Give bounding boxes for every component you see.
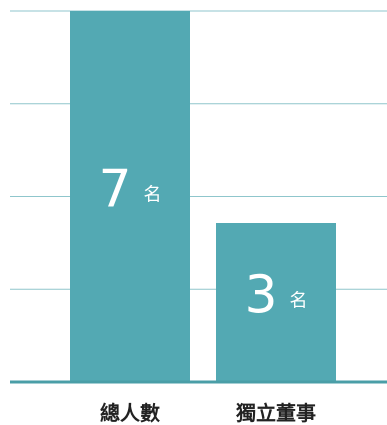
category-labels: 總人數 獨立董事 (100, 401, 316, 425)
bar-value-unit: 名 (144, 185, 162, 206)
bar-value: 3 (244, 266, 277, 326)
bar-value: 7 (98, 160, 131, 220)
bar-value-unit: 名 (290, 291, 308, 312)
bars (70, 11, 336, 382)
bar-value-labels: 7 名3 名 (98, 160, 307, 326)
bar (216, 223, 336, 382)
bar (70, 11, 190, 382)
category-label: 獨立董事 (235, 401, 316, 425)
category-label: 總人數 (100, 401, 160, 425)
